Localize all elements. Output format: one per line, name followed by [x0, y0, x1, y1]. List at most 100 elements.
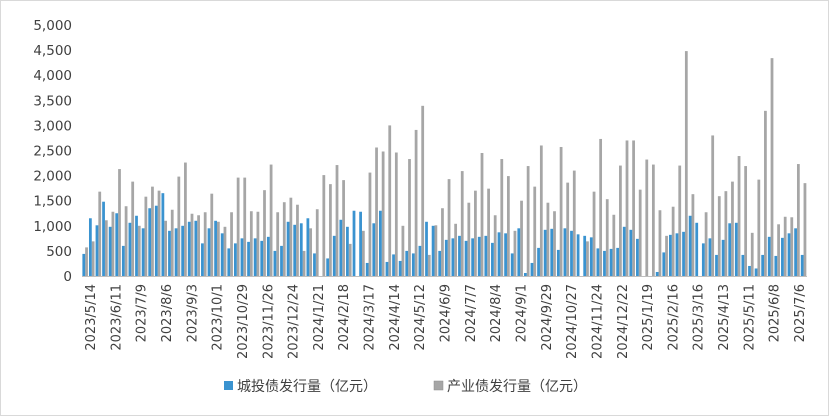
- chengtou-bond-bar: [280, 245, 283, 276]
- chengtou-bond-bar: [589, 237, 593, 276]
- industrial-bond-bar: [632, 140, 635, 276]
- industrial-bond-bar: [803, 183, 807, 276]
- industrial-bond-bar: [480, 153, 484, 276]
- chengtou-bond-bar: [174, 228, 178, 276]
- y-tick-label: 4,500: [33, 43, 72, 59]
- industrial-bond-bar: [434, 225, 438, 276]
- x-tick-label: 2025/1/19: [641, 284, 656, 351]
- x-tick-label: 2024/9/29: [540, 284, 555, 351]
- industrial-bond-bar: [586, 241, 589, 276]
- chengtou-bond-bar: [293, 224, 297, 276]
- chengtou-bond-bar: [800, 254, 804, 276]
- chengtou-bond-bar: [444, 239, 448, 276]
- industrial-bond-bar: [651, 164, 655, 276]
- chengtou-bond-bar: [787, 233, 791, 276]
- legend-label-industrial: 产业债发行量（亿元）: [447, 379, 587, 395]
- industrial-bond-bar: [704, 212, 708, 276]
- chengtou-bond-bar: [418, 245, 422, 276]
- industrial-bond-bar: [638, 189, 642, 276]
- x-tick-label: 2025/7/6: [793, 284, 808, 342]
- legend-label-chengtou: 城投债发行量（亿元）: [237, 379, 377, 395]
- industrial-bond-bar: [124, 206, 128, 276]
- chengtou-bond-bar: [352, 210, 356, 276]
- chengtou-bond-bar: [668, 234, 672, 276]
- industrial-bond-bar: [243, 177, 247, 276]
- chengtou-bond-bar: [438, 250, 442, 276]
- industrial-bond-bar: [619, 165, 622, 276]
- legend: 城投债发行量（亿元） 产业债发行量（亿元）: [224, 379, 587, 395]
- chengtou-bond-bar: [88, 218, 92, 276]
- industrial-bond-bar: [678, 165, 682, 276]
- y-tick-label: 4,000: [33, 68, 72, 84]
- chengtou-bond-bar: [550, 228, 554, 276]
- chengtou-bond-bar: [484, 235, 488, 276]
- chengtou-bond-bar: [464, 240, 468, 276]
- chengtou-bond-bar: [233, 243, 237, 276]
- chengtou-bond-bar: [220, 233, 224, 276]
- industrial-bond-bar: [513, 230, 517, 276]
- chengtou-bond-bar: [372, 223, 376, 276]
- chengtou-bond-bar: [115, 213, 119, 276]
- industrial-bond-bar: [493, 215, 497, 276]
- chengtou-bond-bar: [299, 223, 303, 276]
- x-tick-label: 2023/10/1: [211, 284, 226, 351]
- industrial-bond-bar: [309, 228, 313, 276]
- industrial-bond-bar: [546, 202, 550, 276]
- industrial-bond-bar: [467, 202, 471, 276]
- industrial-bond-bar: [691, 194, 695, 276]
- industrial-bond-bar: [230, 212, 233, 276]
- industrial-bond-bar: [658, 210, 662, 276]
- industrial-bond-bar: [520, 200, 523, 276]
- industrial-bond-bar: [98, 191, 102, 276]
- chengtou-bond-bar: [385, 261, 389, 276]
- chengtou-bond-bar: [201, 243, 204, 276]
- y-tick-label: 5,000: [33, 18, 72, 34]
- industrial-bond-bar: [777, 224, 780, 276]
- industrial-bond-bar: [361, 230, 365, 276]
- industrial-bond-bar: [144, 196, 148, 276]
- chengtou-bond-bar: [616, 247, 620, 276]
- chengtou-bond-bar: [596, 248, 600, 276]
- x-tick-label: 2025/2/16: [666, 284, 681, 351]
- chengtou-bond-bar: [135, 215, 138, 276]
- industrial-bond-bar: [487, 188, 490, 276]
- x-tick-label: 2023/6/11: [109, 284, 124, 351]
- chengtou-bond-bar: [603, 250, 606, 276]
- industrial-bond-bar: [414, 129, 418, 276]
- chengtou-bond-bars: [82, 193, 804, 276]
- chengtou-bond-bar: [181, 225, 185, 276]
- y-tick-label: 1,000: [33, 219, 72, 235]
- x-tick-label: 2023/9/3: [185, 284, 200, 342]
- y-tick-label: 3,000: [33, 118, 72, 134]
- x-tick-label: 2023/11/26: [261, 284, 276, 359]
- chengtou-bond-bar: [675, 233, 679, 276]
- chengtou-bond-bar: [655, 271, 659, 276]
- industrial-bond-bar: [744, 166, 748, 276]
- industrial-bond-bar: [460, 171, 464, 276]
- x-tick-label: 2024/9/1: [515, 284, 530, 342]
- industrial-bond-bar: [783, 216, 787, 276]
- industrial-bond-bar: [421, 105, 425, 276]
- chengtou-bond-bar: [128, 222, 132, 276]
- y-tick-label: 3,500: [33, 93, 72, 109]
- x-tick-label: 2024/5/12: [413, 284, 428, 351]
- industrial-bond-bar: [368, 172, 372, 276]
- industrial-bond-bar: [441, 208, 444, 276]
- chengtou-bond-bar: [781, 237, 784, 276]
- industrial-bond-bar: [210, 193, 214, 276]
- industrial-bond-bar: [790, 217, 794, 276]
- industrial-bond-bar: [553, 211, 556, 276]
- industrial-bond-bar: [197, 215, 200, 276]
- industrial-bond-bar: [665, 235, 668, 276]
- industrial-bond-bar: [85, 247, 88, 276]
- industrial-bond-bar: [572, 170, 576, 276]
- industrial-bond-bar: [263, 190, 266, 276]
- chengtou-bond-bar: [365, 262, 369, 276]
- chengtou-bond-bar: [141, 228, 145, 276]
- chengtou-bond-bar: [583, 235, 587, 276]
- industrial-bond-bar: [500, 159, 504, 276]
- x-tick-label: 2024/11/24: [590, 284, 605, 359]
- chengtou-bond-bar: [154, 205, 158, 276]
- chengtou-bond-bar: [332, 235, 336, 276]
